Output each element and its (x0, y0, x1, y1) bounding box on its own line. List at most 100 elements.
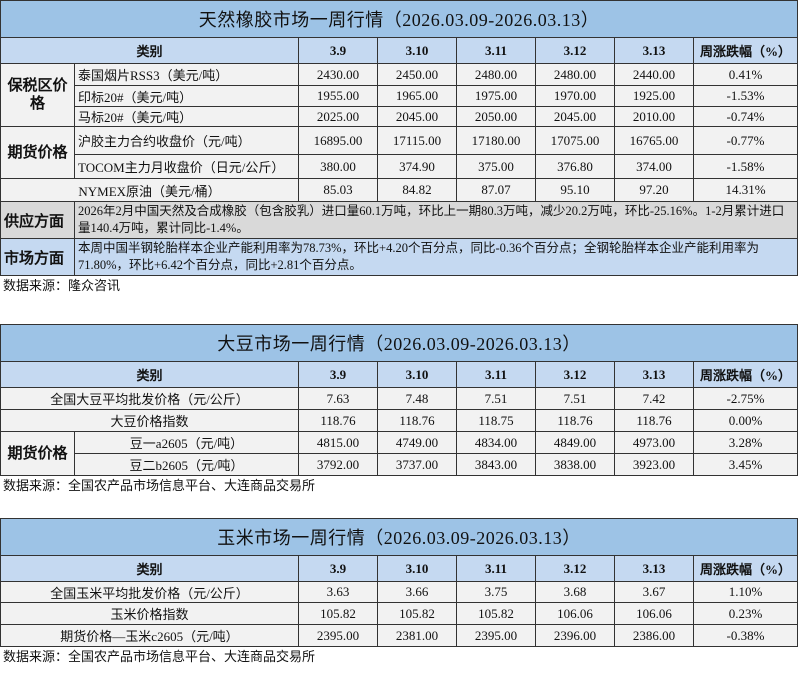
row-value: 4973.00 (614, 431, 694, 454)
row-value: 3.63 (298, 581, 378, 603)
row-value: 106.06 (614, 602, 694, 625)
header-date: 3.10 (377, 37, 457, 64)
header-date: 3.11 (456, 361, 536, 388)
row-change: -0.38% (693, 624, 798, 647)
row-value: 1965.00 (377, 85, 457, 107)
header-change: 周涨跌幅（%） (693, 37, 798, 64)
header-date: 3.12 (535, 555, 615, 582)
row-value: 2381.00 (377, 624, 457, 647)
rubber-table-row: 保税区价格 泰国烟片RSS3（美元/吨） 2430.00 2450.00 2480.00… (0, 63, 798, 127)
row-value: 2010.00 (614, 106, 694, 127)
header-date: 3.13 (614, 361, 694, 388)
row-value: 2045.00 (535, 106, 615, 127)
row-value: 3792.00 (298, 453, 378, 476)
row-label: 沪胶主力合约收盘价（元/吨） (74, 126, 299, 155)
row-label: 期货价格—玉米c2605（元/吨） (0, 624, 299, 647)
rubber-table-row: 马标20#（美元/吨） 2025.00 2045.00 2050.00 2045.00 2… (1, 106, 798, 127)
row-label: 大豆价格指数 (0, 409, 299, 432)
row-value: 2430.00 (298, 63, 378, 86)
soybean-source: 数据来源：全国农产品市场信息平台、大连商品交易所 (3, 478, 316, 493)
header-date: 3.13 (614, 555, 694, 582)
soybean-header-category: 类别 (0, 361, 299, 388)
row-value: 105.82 (456, 602, 536, 625)
row-value: 1955.00 (298, 85, 378, 107)
soybean-table-row: 期货价格 豆一a2605（元/吨） 4815.00 4749.00 4834.00 484… (0, 431, 798, 476)
corn-header-row: 类别 3.9 3.10 3.11 3.12 3.13 周涨跌幅（%） (0, 555, 798, 582)
row-value: 95.10 (535, 178, 615, 202)
row-value: 118.76 (535, 409, 615, 432)
row-value: 17180.00 (456, 126, 536, 155)
header-change: 周涨跌幅（%） (693, 555, 798, 582)
market-text: 本周中国半钢轮胎样本企业产能利用率为78.73%，环比+4.20个百分点，同比-… (74, 238, 798, 276)
soybean-table-row: 豆二b2605（元/吨） 3792.00 3737.00 3843.00 3838.00… (1, 453, 798, 476)
header-change: 周涨跌幅（%） (693, 361, 798, 388)
row-value: 106.06 (535, 602, 615, 625)
soybean-table: 大豆市场一周行情（2026.03.09-2026.03.13） 类别 3.9 3.10… (0, 324, 798, 476)
rubber-table-row: TOCOM主力月收盘价（日元/公斤） 380.00 374.90 375.00 376.… (1, 154, 798, 179)
row-value: 4749.00 (377, 431, 457, 454)
corn-header-category: 类别 (0, 555, 299, 582)
row-value: 7.48 (377, 387, 457, 410)
row-change: -1.58% (693, 154, 798, 179)
row-change: 0.41% (693, 63, 798, 86)
row-value: 17075.00 (535, 126, 615, 155)
row-value: 1925.00 (614, 85, 694, 107)
rubber-header-category: 类别 (0, 37, 299, 64)
row-value: 3843.00 (456, 453, 536, 476)
row-value: 380.00 (298, 154, 378, 179)
rubber-source: 数据来源：隆众咨讯 (3, 278, 121, 293)
row-value: 374.00 (614, 154, 694, 179)
rubber-title: 天然橡胶市场一周行情（2026.03.09-2026.03.13） (0, 0, 798, 38)
rubber-header-row: 类别 3.9 3.10 3.11 3.12 3.13 周涨跌幅（%） (0, 37, 798, 64)
row-value: 3.68 (535, 581, 615, 603)
row-change: 3.45% (693, 453, 798, 476)
row-value: 2450.00 (377, 63, 457, 86)
row-value: 2386.00 (614, 624, 694, 647)
row-value: 118.76 (377, 409, 457, 432)
soybean-section: 大豆市场一周行情（2026.03.09-2026.03.13） 类别 3.9 3.10… (0, 324, 798, 496)
soybean-title: 大豆市场一周行情（2026.03.09-2026.03.13） (0, 324, 798, 362)
row-value: 118.76 (614, 409, 694, 432)
rubber-title-row: 天然橡胶市场一周行情（2026.03.09-2026.03.13） (0, 0, 798, 38)
corn-title-row: 玉米市场一周行情（2026.03.09-2026.03.13） (0, 518, 798, 556)
row-change: 0.23% (693, 602, 798, 625)
supply-text: 2026年2月中国天然及合成橡胶（包含胶乳）进口量60.1万吨，环比上一期80.… (74, 201, 798, 239)
row-value: 3.75 (456, 581, 536, 603)
header-date: 3.11 (456, 37, 536, 64)
row-value: 2025.00 (298, 106, 378, 127)
row-value: 375.00 (456, 154, 536, 179)
rubber-table-row: 期货价格 沪胶主力合约收盘价（元/吨） 16895.00 17115.00 17180.… (0, 126, 798, 179)
row-value: 2480.00 (535, 63, 615, 86)
corn-table-row: 期货价格—玉米c2605（元/吨） 2395.00 2381.00 2395.00 23… (0, 624, 798, 647)
row-value: 2050.00 (456, 106, 536, 127)
soybean-title-row: 大豆市场一周行情（2026.03.09-2026.03.13） (0, 324, 798, 362)
rubber-section: 天然橡胶市场一周行情（2026.03.09-2026.03.13） 类别 3.9 3.… (0, 0, 798, 296)
row-change: 14.31% (693, 178, 798, 202)
row-value: 87.07 (456, 178, 536, 202)
row-value: 7.63 (298, 387, 378, 410)
row-value: 118.75 (456, 409, 536, 432)
row-value: 2396.00 (535, 624, 615, 647)
row-label: 全国玉米平均批发价格（元/公斤） (0, 581, 299, 603)
row-value: 16895.00 (298, 126, 378, 155)
row-value: 4849.00 (535, 431, 615, 454)
corn-table-row: 玉米价格指数 105.82 105.82 105.82 106.06 106.06 0.23… (0, 602, 798, 625)
row-label: 全国大豆平均批发价格（元/公斤） (0, 387, 299, 410)
row-label: 豆一a2605（元/吨） (74, 431, 299, 454)
row-value: 85.03 (298, 178, 378, 202)
row-value: 376.80 (535, 154, 615, 179)
corn-section: 玉米市场一周行情（2026.03.09-2026.03.13） 类别 3.9 3.10… (0, 518, 798, 667)
row-value: 4815.00 (298, 431, 378, 454)
row-value: 7.42 (614, 387, 694, 410)
rubber-market-row: 市场方面 本周中国半钢轮胎样本企业产能利用率为78.73%，环比+4.20个百分点… (0, 238, 798, 276)
row-value: 3737.00 (377, 453, 457, 476)
header-date: 3.12 (535, 37, 615, 64)
corn-title: 玉米市场一周行情（2026.03.09-2026.03.13） (0, 518, 798, 556)
row-value: 2395.00 (298, 624, 378, 647)
row-value: 2440.00 (614, 63, 694, 86)
row-value: 1970.00 (535, 85, 615, 107)
row-value: 118.76 (298, 409, 378, 432)
soybean-table-row: 大豆价格指数 118.76 118.76 118.75 118.76 118.76 0.00… (0, 409, 798, 432)
header-date: 3.10 (377, 361, 457, 388)
row-value: 374.90 (377, 154, 457, 179)
